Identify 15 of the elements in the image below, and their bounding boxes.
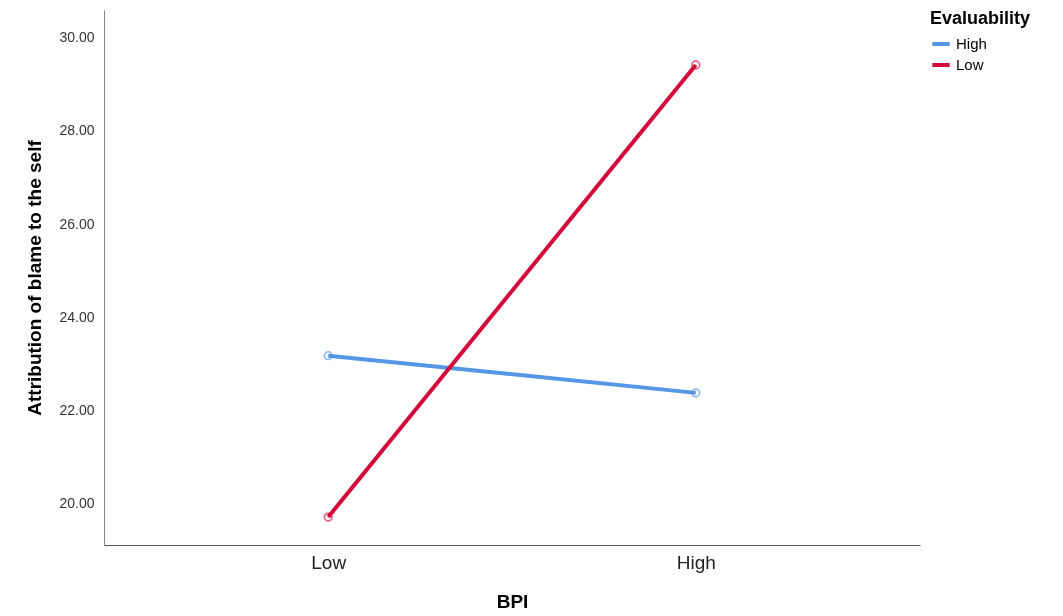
point [323, 351, 333, 361]
legend-label: High [956, 35, 987, 52]
point [691, 60, 701, 70]
y-axis-title: Attribution of blame to the self [24, 139, 46, 416]
y-tick-label: 28.00 [59, 122, 95, 139]
y-tick-label: 26.00 [59, 215, 95, 232]
y-tick-label: 30.00 [59, 29, 95, 46]
y-tick-label: 24.00 [59, 308, 95, 325]
y-tick-label: 20.00 [59, 494, 95, 511]
y-tick-label: 22.00 [59, 401, 95, 418]
legend-label: Low [956, 56, 984, 73]
point [323, 512, 333, 522]
legend-title: Evaluability [930, 8, 1031, 28]
point [691, 388, 701, 398]
x-axis-title: BPI [496, 590, 529, 612]
